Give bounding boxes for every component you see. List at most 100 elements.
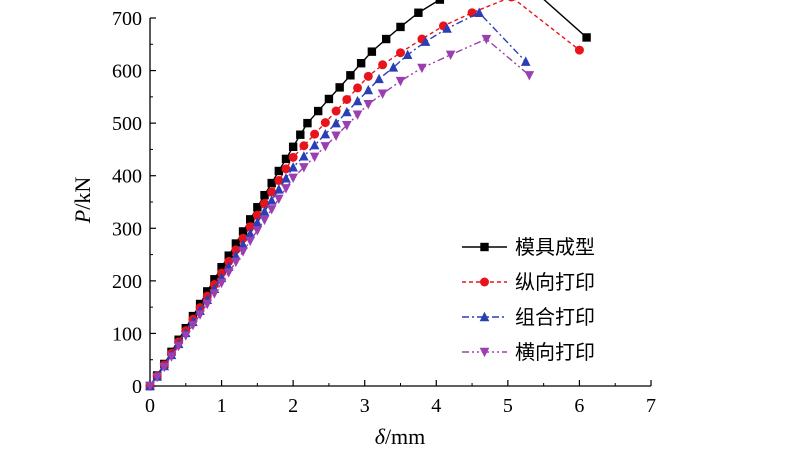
data-point: [253, 203, 262, 212]
data-point: [582, 33, 591, 42]
x-tick-label: 0: [145, 395, 155, 417]
data-point: [266, 205, 277, 215]
data-point: [274, 166, 284, 176]
data-point: [356, 59, 366, 68]
legend-item: 模具成型: [462, 235, 595, 259]
data-point: [238, 233, 248, 243]
data-point: [231, 257, 241, 268]
data-point: [378, 60, 388, 70]
data-point: [388, 62, 399, 72]
data-point: [203, 287, 212, 296]
data-point: [173, 341, 184, 352]
legend-marker: [480, 277, 489, 287]
data-point: [442, 23, 452, 33]
data-point: [274, 184, 284, 194]
data-point: [324, 94, 334, 104]
data-point: [508, 0, 515, 2]
y-tick-label: 600: [112, 61, 142, 83]
data-point: [574, 45, 584, 55]
series-3: [145, 7, 531, 391]
data-point: [396, 48, 405, 58]
y-tick-label: 300: [112, 218, 142, 240]
x-tick-label: 7: [646, 395, 656, 417]
data-point: [224, 251, 233, 260]
data-point: [363, 84, 374, 95]
data-point: [180, 331, 191, 341]
data-point: [245, 228, 255, 238]
data-point: [296, 130, 305, 139]
data-point: [209, 289, 220, 299]
x-tick-label: 5: [503, 395, 513, 417]
data-point: [159, 362, 170, 373]
legend-item: 组合打印: [462, 305, 595, 329]
data-point: [367, 47, 377, 56]
series-layer: [145, 0, 591, 392]
x-tick-label: 1: [217, 395, 227, 417]
data-point: [252, 226, 263, 236]
data-point: [520, 56, 531, 66]
data-point: [145, 381, 155, 392]
data-point: [342, 106, 352, 117]
data-point: [195, 310, 205, 320]
data-point: [288, 173, 298, 184]
series-line: [149, 38, 530, 387]
data-point: [377, 89, 388, 99]
data-point: [288, 162, 298, 172]
data-point: [245, 222, 255, 232]
x-tick-label: 6: [574, 395, 584, 417]
data-point: [303, 118, 312, 128]
data-point: [395, 76, 406, 87]
data-point: [346, 71, 355, 80]
data-point: [299, 151, 309, 161]
axes: 0 1 2 3 4 5 6 7 0 100 200 300 400 500 600 700: [112, 8, 656, 417]
data-point: [381, 34, 391, 44]
data-point: [281, 164, 291, 174]
series-2: [145, 0, 584, 391]
y-tick-label: 500: [112, 113, 142, 135]
data-point: [417, 63, 427, 74]
legend-marker: [480, 242, 489, 252]
data-point: [310, 129, 320, 139]
data-point: [288, 152, 298, 162]
legend-label: 模具成型: [515, 235, 595, 259]
legend-label: 纵向打印: [515, 270, 595, 294]
data-point: [331, 131, 341, 141]
data-point: [299, 141, 309, 151]
data-point: [414, 8, 423, 17]
data-point: [320, 142, 331, 152]
data-point: [238, 247, 248, 257]
data-point: [331, 106, 341, 116]
y-tick-label: 100: [112, 323, 142, 345]
data-point: [267, 187, 277, 197]
y-axis-symbol: P: [70, 210, 95, 224]
data-point: [288, 142, 298, 151]
data-point: [188, 320, 198, 331]
data-point: [331, 117, 341, 128]
series-4: [145, 34, 535, 392]
y-tick-label: 400: [112, 166, 142, 188]
data-point: [246, 215, 255, 224]
data-point: [320, 118, 330, 128]
legend-item: 纵向打印: [462, 270, 595, 294]
x-tick-label: 4: [431, 395, 441, 417]
data-point: [481, 34, 492, 45]
x-tick-label: 3: [360, 395, 370, 417]
data-point: [238, 239, 248, 249]
y-tick-label: 700: [112, 8, 142, 30]
data-point: [402, 49, 413, 59]
data-point: [445, 50, 456, 60]
x-axis-symbol: δ: [375, 424, 386, 449]
data-point: [231, 239, 241, 248]
y-tick-label: 0: [132, 376, 142, 398]
data-point: [267, 178, 276, 188]
data-point: [363, 71, 373, 81]
y-axis-title: P/kN: [70, 177, 95, 225]
data-point: [363, 100, 374, 110]
data-point: [216, 278, 227, 289]
data-point: [259, 206, 270, 216]
y-axis-unit: /kN: [70, 177, 95, 210]
data-point: [335, 83, 344, 92]
data-point: [524, 71, 535, 81]
data-point: [342, 94, 352, 104]
